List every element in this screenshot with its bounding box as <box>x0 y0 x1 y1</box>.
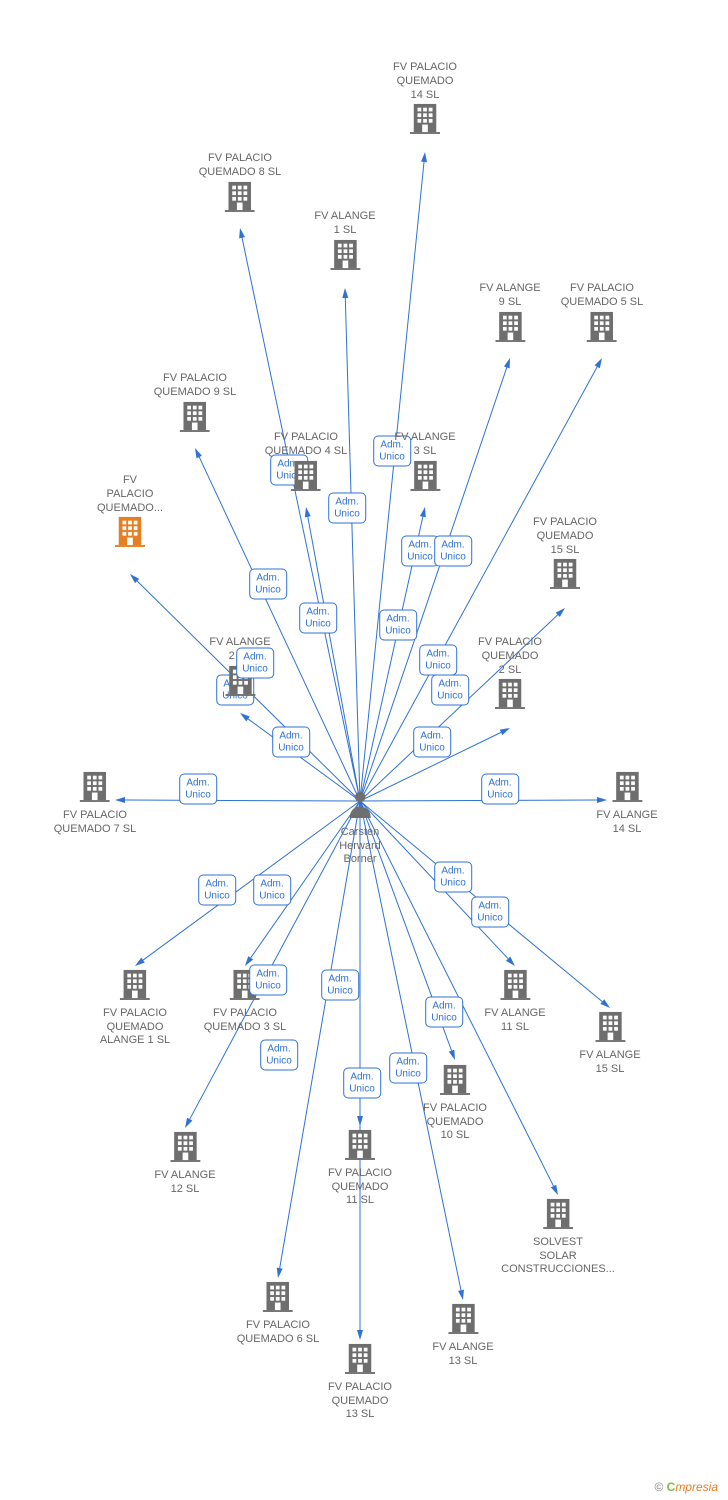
company-label: FV PALACIO QUEMADO 3 SL <box>204 1007 287 1035</box>
edge-role-badge: Adm.Unico <box>434 862 472 893</box>
company-label: FV PALACIO QUEMADO 14 SL <box>393 61 457 102</box>
company-node[interactable]: FV ALANGE 3 SL <box>394 431 455 497</box>
edge-role-badge: Adm.Unico <box>272 727 310 758</box>
network-diagram: © Cmpresia Carsten Herward Borner FV PALA… <box>0 0 728 1500</box>
edge-role-badge: Adm.Unico <box>401 536 439 567</box>
company-label: FV PALACIO QUEMADO 9 SL <box>154 372 237 400</box>
company-node[interactable]: FV ALANGE 11 SL <box>484 968 545 1034</box>
company-node[interactable]: FV ALANGE 15 SL <box>579 1010 640 1076</box>
company-node[interactable]: FV PALACIO QUEMADO 14 SL <box>393 61 457 141</box>
company-node[interactable]: FV PALACIO QUEMADO 11 SL <box>328 1128 392 1208</box>
edge-role-badge: Adm.Unico <box>379 610 417 641</box>
credit-line: © Cmpresia <box>654 1480 718 1494</box>
company-node[interactable]: FV PALACIO QUEMADO ALANGE 1 SL <box>100 968 170 1048</box>
edge-role-badge: Adm.Unico <box>481 774 519 805</box>
company-node[interactable]: FV PALACIO QUEMADO 10 SL <box>423 1063 487 1143</box>
edge-role-badge: Adm.Unico <box>425 997 463 1028</box>
edge-role-badge: Adm.Unico <box>236 648 274 679</box>
company-node[interactable]: FV PALACIO QUEMADO... <box>97 474 163 554</box>
company-label: FV ALANGE 14 SL <box>596 809 657 837</box>
copyright-symbol: © <box>654 1480 663 1494</box>
company-label: FV PALACIO QUEMADO ALANGE 1 SL <box>100 1007 170 1048</box>
company-node[interactable]: FV PALACIO QUEMADO 6 SL <box>237 1280 320 1346</box>
company-label: FV PALACIO QUEMADO 5 SL <box>561 282 644 310</box>
edge-role-badge: Adm.Unico <box>389 1053 427 1084</box>
company-node[interactable]: FV PALACIO QUEMADO 8 SL <box>199 152 282 218</box>
company-node[interactable]: FV ALANGE 9 SL <box>479 282 540 348</box>
company-label: FV ALANGE 3 SL <box>394 431 455 459</box>
company-label: FV ALANGE 13 SL <box>432 1341 493 1369</box>
company-label: FV ALANGE 11 SL <box>484 1007 545 1035</box>
edge-role-badge: Adm.Unico <box>299 603 337 634</box>
edge-role-badge: Adm.Unico <box>249 569 287 600</box>
brand-c: C <box>667 1480 676 1494</box>
company-label: FV ALANGE 1 SL <box>314 210 375 238</box>
company-node[interactable]: FV PALACIO QUEMADO 13 SL <box>328 1342 392 1422</box>
edge-role-badge: Adm.Unico <box>419 645 457 676</box>
company-label: FV ALANGE 9 SL <box>479 282 540 310</box>
company-label: FV PALACIO QUEMADO 4 SL <box>265 431 348 459</box>
company-label: FV PALACIO QUEMADO 11 SL <box>328 1167 392 1208</box>
edge-role-badge: Adm.Unico <box>471 897 509 928</box>
company-label: FV ALANGE 15 SL <box>579 1049 640 1077</box>
company-label: FV ALANGE 12 SL <box>154 1169 215 1197</box>
company-label: FV PALACIO QUEMADO 13 SL <box>328 1381 392 1422</box>
company-label: FV PALACIO QUEMADO... <box>97 474 163 515</box>
edge-role-badge: Adm.Unico <box>434 536 472 567</box>
edge-role-badge: Adm.Unico <box>413 727 451 758</box>
edge-role-badge: Adm.Unico <box>253 875 291 906</box>
edge-role-badge: Adm.Unico <box>198 875 236 906</box>
company-label: FV PALACIO QUEMADO 15 SL <box>533 516 597 557</box>
company-node[interactable]: FV PALACIO QUEMADO 2 SL <box>478 636 542 716</box>
company-node[interactable]: FV PALACIO QUEMADO 4 SL <box>265 431 348 497</box>
edge-role-badge: Adm.Unico <box>260 1040 298 1071</box>
center-person[interactable]: Carsten Herward Borner <box>339 789 381 867</box>
company-node[interactable]: FV PALACIO QUEMADO 5 SL <box>561 282 644 348</box>
company-node[interactable]: FV ALANGE 1 SL <box>314 210 375 276</box>
company-label: FV PALACIO QUEMADO 2 SL <box>478 636 542 677</box>
company-label: FV PALACIO QUEMADO 6 SL <box>237 1319 320 1347</box>
company-label: FV PALACIO QUEMADO 8 SL <box>199 152 282 180</box>
edge-role-badge: Adm.Unico <box>343 1068 381 1099</box>
edge-role-badge: Adm.Unico <box>249 965 287 996</box>
brand-rest: mpresia <box>675 1480 718 1494</box>
company-node[interactable]: FV ALANGE 12 SL <box>154 1130 215 1196</box>
company-node[interactable]: FV PALACIO QUEMADO 9 SL <box>154 372 237 438</box>
company-label: FV PALACIO QUEMADO 10 SL <box>423 1102 487 1143</box>
edge-role-badge: Adm.Unico <box>321 970 359 1001</box>
company-label: FV PALACIO QUEMADO 7 SL <box>54 809 137 837</box>
company-node[interactable]: FV ALANGE 14 SL <box>596 770 657 836</box>
company-node[interactable]: SOLVEST SOLAR CONSTRUCCIONES... <box>501 1197 615 1277</box>
center-label: Carsten Herward Borner <box>339 826 381 867</box>
company-node[interactable]: FV PALACIO QUEMADO 15 SL <box>533 516 597 596</box>
company-node[interactable]: FV PALACIO QUEMADO 7 SL <box>54 770 137 836</box>
edge-role-badge: Adm.Unico <box>179 774 217 805</box>
company-node[interactable]: FV ALANGE 13 SL <box>432 1302 493 1368</box>
company-label: SOLVEST SOLAR CONSTRUCCIONES... <box>501 1236 615 1277</box>
edge-role-badge: Adm.Unico <box>431 675 469 706</box>
